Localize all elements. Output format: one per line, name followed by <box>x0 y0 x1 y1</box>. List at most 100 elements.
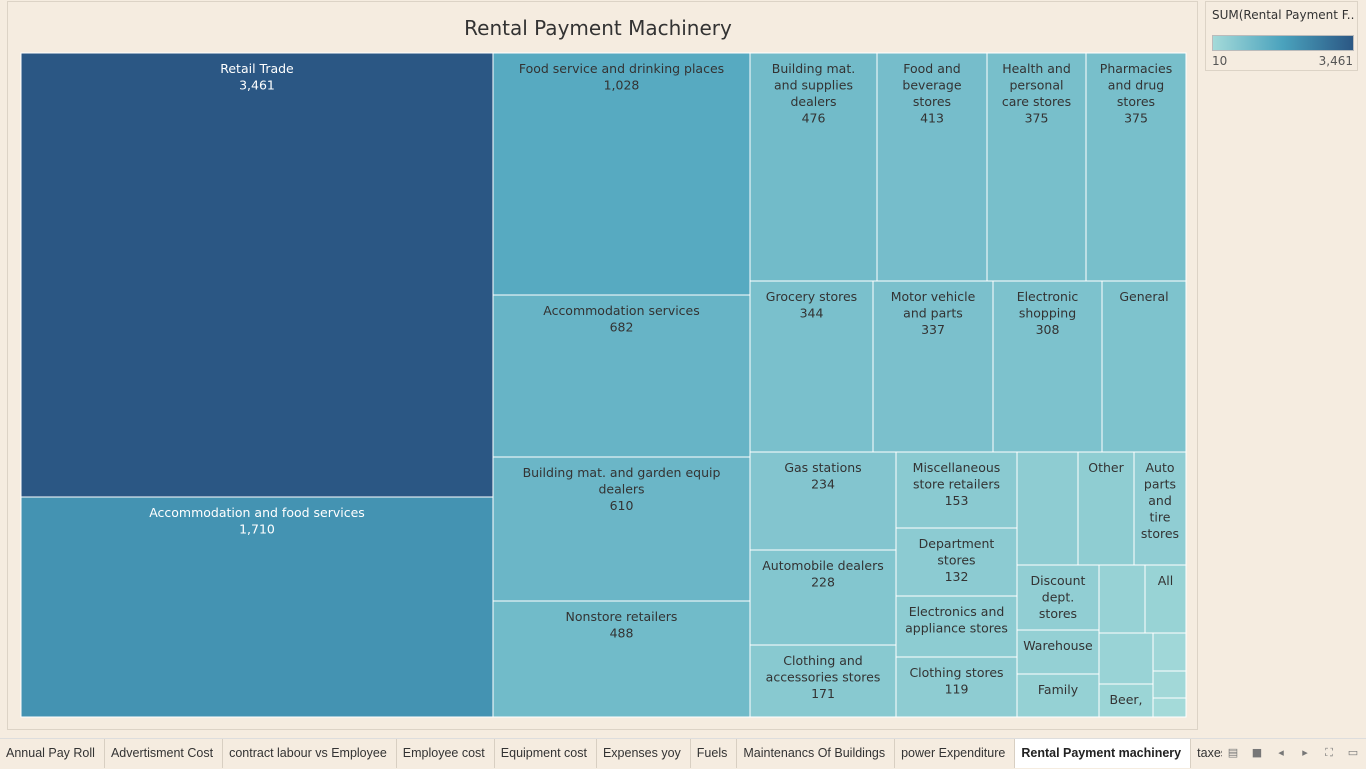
sheet-sorter-icon[interactable]: ▤ <box>1227 746 1239 759</box>
sheet-tab[interactable]: Expenses yoy <box>597 739 691 768</box>
treemap-cell[interactable]: Accommodation services 682 <box>492 294 751 458</box>
treemap-cell[interactable] <box>1016 451 1079 566</box>
sheet-tab[interactable]: Fuels <box>691 739 738 768</box>
treemap-cell-rect[interactable] <box>895 595 1018 658</box>
treemap-cell-rect[interactable] <box>1085 52 1187 282</box>
treemap-cell-name: Building mat. <box>772 61 855 76</box>
sheet-tab[interactable]: contract labour vs Employee <box>223 739 397 768</box>
color-legend[interactable]: SUM(Rental Payment F... 10 3,461 <box>1205 1 1358 71</box>
treemap-cell-name: stores <box>1141 526 1179 541</box>
treemap-cell-rect[interactable] <box>749 52 878 282</box>
treemap-cell[interactable]: Electronics and appliance stores <box>895 595 1018 658</box>
treemap-cell-rect[interactable] <box>895 656 1018 718</box>
filmstrip-icon[interactable]: ■ <box>1251 746 1263 759</box>
sheet-tab[interactable]: power Expenditure <box>895 739 1016 768</box>
treemap-cell-rect[interactable] <box>876 52 988 282</box>
treemap-cell-name: Nonstore retailers <box>566 609 678 624</box>
treemap-cell-rect[interactable] <box>1098 632 1154 685</box>
present-icon[interactable]: ▭ <box>1347 746 1359 759</box>
treemap-cell[interactable]: Family <box>1016 673 1100 718</box>
treemap-cell-rect[interactable] <box>20 496 494 718</box>
treemap-cell[interactable]: Other <box>1077 451 1135 566</box>
treemap-cell-name: stores <box>937 553 975 568</box>
treemap-cell[interactable]: Beer, <box>1098 683 1154 718</box>
sheet-tab[interactable]: Maintenancs Of Buildings <box>737 739 896 768</box>
treemap-cell-name: Food and <box>903 61 960 76</box>
treemap-cell-name: Miscellaneous <box>913 460 1001 475</box>
treemap-cell-name: dealers <box>598 482 644 497</box>
treemap-cell-name: shopping <box>1019 306 1076 321</box>
treemap-cell-rect[interactable] <box>749 451 897 551</box>
sheet-tab[interactable]: taxes and licenses <box>1191 739 1222 768</box>
treemap-cell[interactable]: Accommodation and food services 1,710 <box>20 496 494 718</box>
treemap-cell-rect[interactable] <box>1016 673 1100 718</box>
treemap-cell-rect[interactable] <box>895 527 1018 597</box>
treemap-cell-rect[interactable] <box>1077 451 1135 566</box>
treemap-cell[interactable]: Automobile dealers 228 <box>749 549 897 646</box>
treemap-cell-rect[interactable] <box>492 294 751 458</box>
treemap-cell[interactable]: Nonstore retailers 488 <box>492 600 751 718</box>
fullscreen-icon[interactable]: ⛶ <box>1325 746 1333 759</box>
treemap-cell-rect[interactable] <box>492 600 751 718</box>
treemap-cell[interactable]: Warehouse <box>1016 629 1100 675</box>
treemap-cell-name: stores <box>1039 606 1077 621</box>
treemap-cell[interactable]: Gas stations 234 <box>749 451 897 551</box>
treemap-cell-value: 337 <box>921 322 945 337</box>
treemap-cell-value: 132 <box>945 569 969 584</box>
treemap-cell-rect[interactable] <box>1098 564 1146 634</box>
treemap-cell[interactable]: Food service and drinking places 1,028 <box>492 52 751 296</box>
treemap-cell-rect[interactable] <box>1016 451 1079 566</box>
treemap-cell[interactable]: Grocery stores 344 <box>749 280 874 453</box>
sheet-tab[interactable]: Annual Pay Roll <box>0 739 105 768</box>
treemap-cell-value: 344 <box>800 306 824 321</box>
treemap-chart[interactable]: Retail Trade 3,461 Accommodation and food … <box>0 0 1200 730</box>
treemap-cell[interactable]: Retail Trade 3,461 <box>20 52 494 498</box>
treemap-cell[interactable]: All <box>1144 564 1187 634</box>
treemap-cell[interactable]: General <box>1101 280 1187 453</box>
sheet-tab[interactable]: Rental Payment machinery <box>1015 739 1192 768</box>
treemap-cell-rect[interactable] <box>1133 451 1187 566</box>
treemap-cell[interactable] <box>1098 564 1146 634</box>
treemap-cell-name: Pharmacies <box>1100 61 1172 76</box>
legend-min-label: 10 <box>1212 54 1228 68</box>
treemap-cell-rect[interactable] <box>1144 564 1187 634</box>
treemap-cell-rect[interactable] <box>1101 280 1187 453</box>
treemap-cell-rect[interactable] <box>986 52 1087 282</box>
treemap-cell[interactable]: Clothing stores 119 <box>895 656 1018 718</box>
treemap-cell[interactable] <box>1152 670 1187 699</box>
sheet-tab[interactable]: Employee cost <box>397 739 495 768</box>
treemap-cell-rect[interactable] <box>895 451 1018 529</box>
treemap-cell-rect[interactable] <box>992 280 1103 453</box>
treemap-cell-rect[interactable] <box>1016 629 1100 675</box>
treemap-cell-name: and supplies <box>774 78 853 93</box>
treemap-cell[interactable] <box>1152 632 1187 672</box>
treemap-cell-rect[interactable] <box>492 52 751 296</box>
treemap-cell-rect[interactable] <box>1152 632 1187 672</box>
treemap-cell-rect[interactable] <box>1152 670 1187 699</box>
treemap-cell-name: and drug <box>1108 78 1164 93</box>
treemap-cell-rect[interactable] <box>872 280 994 453</box>
next-sheet-icon[interactable]: ▸ <box>1302 746 1308 759</box>
treemap-cell-rect[interactable] <box>1152 697 1187 718</box>
sheet-tab[interactable]: Equipment cost <box>495 739 597 768</box>
treemap-cell-rect[interactable] <box>749 644 897 718</box>
treemap-cell-rect[interactable] <box>20 52 494 498</box>
treemap-cell[interactable]: Discount dept.stores <box>1016 564 1100 631</box>
sheet-tab[interactable]: Advertisment Cost <box>105 739 224 768</box>
treemap-cell-rect[interactable] <box>1016 564 1100 631</box>
prev-sheet-icon[interactable]: ◂ <box>1278 746 1284 759</box>
treemap-cell[interactable] <box>1152 697 1187 718</box>
treemap-cell-rect[interactable] <box>749 549 897 646</box>
treemap-cell[interactable] <box>1098 632 1154 685</box>
